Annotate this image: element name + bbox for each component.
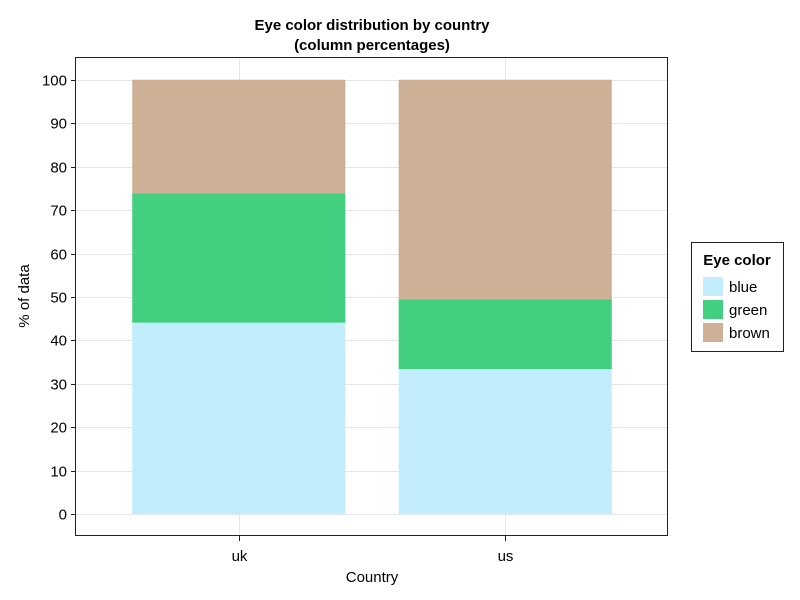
y-tick-label: 20 <box>50 420 67 437</box>
bars <box>132 79 612 515</box>
bar-uk-green <box>132 193 346 323</box>
bar-uk-brown <box>132 79 346 194</box>
legend-swatch-blue <box>703 277 723 296</box>
bar-us-green <box>398 299 612 370</box>
x-axis-label: Country <box>346 569 399 586</box>
legend-label-green: green <box>729 302 767 319</box>
chart-subtitle: (column percentages) <box>294 37 450 54</box>
legend-items: blue green brown <box>703 277 770 342</box>
x-tick-label-us: us <box>498 548 514 565</box>
chart-title: Eye color distribution by country <box>254 17 490 34</box>
x-tick-label-uk: uk <box>232 548 248 565</box>
y-tick-label: 100 <box>42 73 67 90</box>
y-axis-label: % of data <box>16 264 33 328</box>
y-tick-label: 30 <box>50 377 67 394</box>
y-tick-label: 80 <box>50 160 67 177</box>
legend-swatch-brown <box>703 323 723 342</box>
legend-title: Eye color <box>703 252 771 269</box>
axis-ticks: 0 10 20 30 40 50 60 70 80 90 100 uk us <box>42 73 513 566</box>
y-tick-label: 40 <box>50 333 67 350</box>
y-tick-label: 50 <box>50 290 67 307</box>
bar-us-brown <box>398 79 612 300</box>
y-tick-label: 90 <box>50 116 67 133</box>
plot-frame <box>75 57 668 536</box>
y-tick-label: 10 <box>50 464 67 481</box>
bar-uk-blue <box>132 322 346 515</box>
y-tick-label: 70 <box>50 203 67 220</box>
y-tick-label: 60 <box>50 247 67 264</box>
legend-label-blue: blue <box>729 279 757 296</box>
legend-label-brown: brown <box>729 325 770 342</box>
legend-swatch-green <box>703 300 723 319</box>
bar-us-blue <box>398 369 612 515</box>
legend: Eye color blue green brown <box>691 242 784 352</box>
y-tick-label: 0 <box>59 507 67 524</box>
